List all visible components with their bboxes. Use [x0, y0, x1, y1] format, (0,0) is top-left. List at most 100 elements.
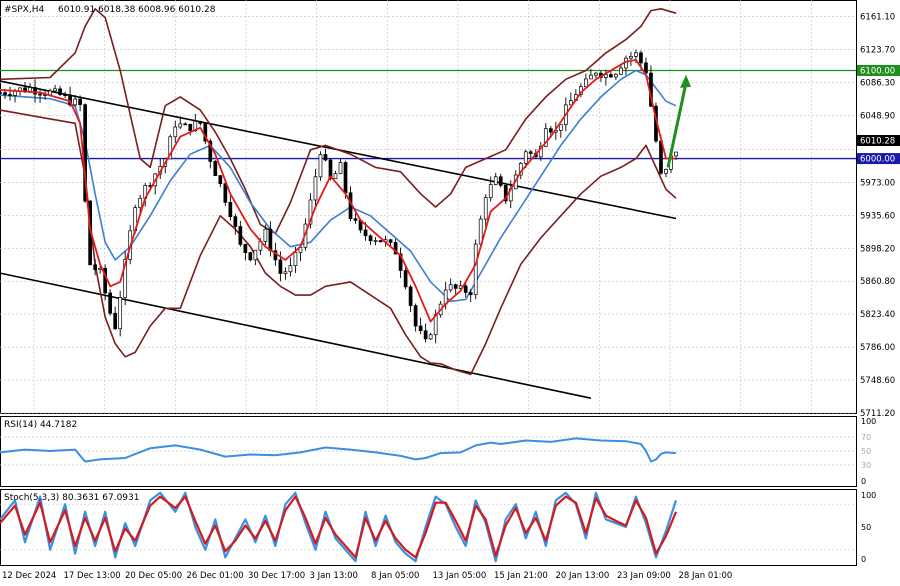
candle [664, 168, 668, 178]
candle-body [58, 88, 62, 95]
candle-body [38, 93, 42, 96]
price-tick-label: 5786.00 [860, 343, 895, 353]
candle-body [228, 202, 233, 217]
candle-body [223, 183, 228, 203]
rsi-tick-label: 30 [861, 461, 871, 470]
candle-body [68, 94, 72, 106]
candle-body [408, 286, 413, 306]
candle [73, 94, 77, 107]
candle [68, 86, 72, 107]
candle-body [528, 151, 533, 154]
rsi-series [0, 437, 677, 463]
candle [0, 87, 2, 94]
candle-body [639, 52, 643, 64]
candle [8, 86, 12, 101]
stoch-panel[interactable]: 100 50 0 Stoch(5,3,3) 80.3631 67.0931 [0, 489, 876, 566]
level-tag-label: 6100.00 [860, 66, 895, 76]
candle-body [238, 226, 243, 245]
stoch-tick-label: 0 [861, 555, 866, 564]
candle-body [78, 98, 82, 105]
candle-body [178, 123, 183, 128]
bollinger-upper-band [0, 8, 677, 235]
candle-body [503, 184, 508, 202]
candle [388, 238, 393, 247]
candle-body [3, 92, 7, 95]
rsi-axis: 100 70 50 30 0 [861, 417, 876, 486]
price-panel[interactable]: 6161.10 6123.70 6086.30 6048.90 5973.00 5935.… [0, 0, 900, 419]
rsi-tick-label: 0 [861, 477, 866, 486]
candle-body [343, 162, 348, 194]
candle-body [308, 199, 313, 225]
candle-body [373, 240, 378, 242]
candle [198, 120, 203, 126]
candle [378, 240, 383, 243]
candle-body [423, 330, 428, 340]
price-tick-label: 5748.60 [860, 376, 895, 386]
time-tick-label: 15 Jan 21:00 [494, 571, 548, 581]
candle [488, 176, 493, 202]
candle-body [8, 94, 12, 96]
candle-body [448, 284, 453, 291]
candle-body [118, 297, 123, 330]
candle-body [243, 244, 248, 253]
candle-body [388, 239, 393, 243]
candle [624, 55, 628, 76]
candle [423, 323, 428, 343]
candle-body [93, 264, 97, 270]
candle [283, 267, 288, 280]
candle-body [53, 88, 57, 92]
candle-body [198, 120, 203, 124]
candle-body [168, 136, 173, 160]
rsi-tick-label: 100 [861, 417, 876, 426]
candle [223, 179, 228, 207]
candle [408, 284, 413, 313]
price-tick-label: 6161.10 [860, 13, 895, 23]
candle [614, 72, 618, 80]
candle-body [463, 285, 468, 293]
candle-body [138, 197, 143, 209]
candle-body [113, 312, 118, 330]
candle-body [108, 292, 113, 314]
channel-lower-line [0, 272, 592, 399]
candle-body [558, 124, 563, 131]
time-tick-label: 20 Jan 13:00 [556, 571, 610, 581]
candle [58, 85, 62, 97]
candle [528, 149, 533, 159]
candle-body [363, 229, 368, 237]
candle [253, 249, 258, 266]
stoch-panel-frame [0, 489, 857, 566]
candle [558, 124, 563, 138]
candle [218, 174, 223, 188]
rsi-panel[interactable]: 100 70 50 30 0 RSI(14) 44.7182 [0, 416, 876, 487]
stoch-series [0, 491, 678, 563]
candle-body [248, 252, 253, 261]
candle [493, 172, 498, 186]
candle-body [313, 176, 318, 201]
candle-body [283, 271, 288, 274]
candle-body [629, 56, 633, 59]
candle [188, 123, 193, 136]
chart-ohlc-readout: 6010.91 6018.38 6008.96 6010.28 [58, 5, 216, 15]
candle-body [584, 78, 588, 88]
candle [468, 289, 473, 302]
candle-body [468, 292, 473, 296]
price-tick-label: 5860.80 [860, 277, 895, 287]
candle-body [188, 123, 193, 132]
candle [483, 194, 488, 228]
candle [568, 92, 573, 106]
candle-body [0, 92, 2, 94]
rsi-tick-label: 70 [861, 433, 871, 442]
candle-body [589, 74, 593, 80]
candle [448, 278, 453, 293]
candle-body [398, 253, 403, 271]
time-axis: 12 Dec 2024 17 Dec 13:00 20 Dec 05:00 26 De… [2, 571, 732, 581]
candle-body [634, 52, 638, 57]
price-tick-label: 5973.00 [860, 178, 895, 188]
candle-body [183, 123, 188, 126]
candle-body [123, 258, 128, 298]
candle-body [323, 154, 328, 161]
candle-body [418, 325, 423, 332]
candle [373, 236, 378, 246]
candle [298, 246, 303, 262]
